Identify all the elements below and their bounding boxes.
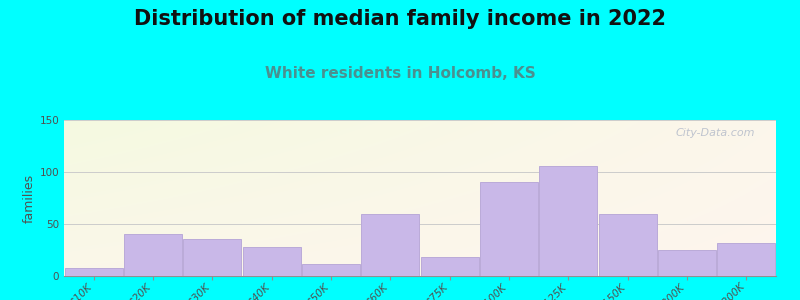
Bar bbox=[183, 238, 242, 276]
Bar bbox=[242, 247, 301, 276]
Bar bbox=[480, 182, 538, 276]
Bar bbox=[124, 234, 182, 276]
Bar bbox=[718, 243, 775, 276]
Bar bbox=[302, 263, 360, 276]
Y-axis label: families: families bbox=[22, 173, 35, 223]
Text: White residents in Holcomb, KS: White residents in Holcomb, KS bbox=[265, 66, 535, 81]
Bar bbox=[598, 214, 657, 276]
Bar bbox=[421, 257, 478, 276]
Bar bbox=[65, 268, 122, 276]
Text: City-Data.com: City-Data.com bbox=[675, 128, 754, 138]
Bar bbox=[658, 250, 716, 276]
Bar bbox=[539, 166, 598, 276]
Bar bbox=[362, 214, 419, 276]
Text: Distribution of median family income in 2022: Distribution of median family income in … bbox=[134, 9, 666, 29]
